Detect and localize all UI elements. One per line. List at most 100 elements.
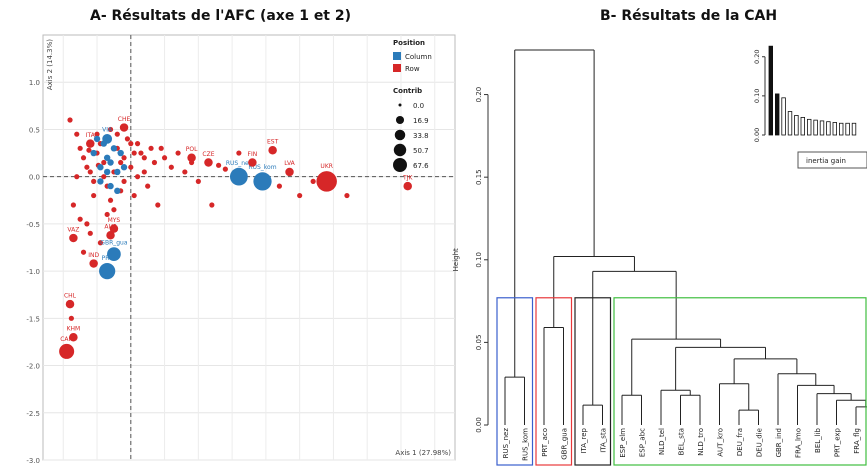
point-label: RUS_kom	[248, 164, 276, 171]
row-point	[344, 192, 350, 199]
legend-size-dot	[395, 115, 405, 125]
row-point	[74, 174, 80, 180]
labeled-point	[229, 167, 248, 186]
row-point	[107, 197, 114, 203]
inset-legend-label: inertia gain	[806, 157, 846, 165]
x-axis-label: Axis 1 (27.98%)	[395, 449, 451, 457]
column-point	[103, 154, 111, 161]
y-tick-label: 0.0	[29, 174, 40, 182]
row-point	[104, 211, 110, 218]
labeled-point	[248, 158, 257, 167]
column-point	[97, 164, 104, 171]
row-point	[216, 162, 222, 168]
row-point	[145, 183, 151, 189]
row-point	[148, 145, 154, 151]
column-point	[120, 164, 128, 171]
inset-bar	[819, 120, 825, 136]
leaf-label: DEU_die	[756, 428, 764, 457]
column-point	[93, 135, 101, 143]
point-label: AUS	[104, 224, 116, 231]
legend-position-title: Position	[393, 39, 425, 47]
point-label: VIA	[102, 126, 113, 133]
y-axis-label: Axis 2 (14.3%)	[46, 39, 54, 90]
legend-size-dot	[393, 158, 407, 172]
row-point	[80, 249, 87, 255]
column-point	[110, 145, 118, 152]
cluster-box	[535, 297, 573, 466]
labeled-point	[109, 224, 119, 233]
row-point	[101, 159, 107, 166]
dendrogram-y-tick-label: 0.05	[475, 335, 483, 351]
row-point	[209, 202, 215, 208]
leaf-label: NLD_tro	[697, 428, 705, 456]
y-tick-label: -0.5	[26, 221, 40, 229]
dendrogram-y-tick-label: 0.15	[475, 169, 483, 185]
point-label: CHL	[64, 292, 77, 299]
labeled-point	[107, 247, 121, 261]
point-label: RUS_nez	[226, 160, 252, 167]
row-point	[182, 169, 188, 175]
inset-bar	[826, 121, 831, 136]
row-point	[101, 174, 107, 180]
column-point	[90, 149, 97, 157]
leaf-label: BEL_sta	[678, 428, 686, 455]
row-point	[131, 150, 137, 156]
row-point	[297, 192, 303, 199]
row-point	[91, 192, 97, 199]
point-label: CZE	[202, 151, 214, 158]
point-label: GBR_gua	[100, 239, 128, 246]
legend-size-label: 16.9	[413, 117, 429, 125]
column-point	[114, 187, 121, 195]
labeled-point	[89, 259, 98, 268]
leaf-label: ITA_sta	[600, 428, 608, 453]
row-point	[74, 131, 80, 137]
labeled-point	[102, 133, 113, 144]
leaf-label: PRT_aco	[541, 428, 549, 457]
labeled-point	[99, 263, 116, 280]
plot-area-a	[42, 34, 456, 461]
leaf-label: RUS_kom	[522, 428, 530, 461]
leaf-label: RUS_nez	[502, 428, 510, 459]
labeled-point	[204, 158, 213, 167]
labeled-point	[316, 171, 337, 192]
point-label: FIN	[248, 151, 258, 158]
point-label: EST	[267, 139, 279, 146]
labeled-point	[285, 167, 294, 177]
row-point	[84, 221, 90, 227]
legend-swatch-row	[393, 64, 401, 72]
row-point	[87, 169, 93, 175]
dendrogram-y-tick-label: 0.00	[475, 417, 483, 433]
row-point	[128, 141, 134, 147]
row-point	[70, 202, 76, 208]
inset-bar	[775, 93, 780, 136]
chart-a-title: A- Résultats de l'AFC (axe 1 et 2)	[90, 8, 352, 24]
labeled-point	[253, 172, 272, 191]
row-point	[80, 155, 87, 161]
column-point	[97, 178, 104, 185]
row-point	[141, 155, 147, 161]
labeled-point	[65, 299, 75, 309]
inset-bar	[839, 122, 844, 136]
leaf-label: FRA_flg	[853, 428, 861, 454]
column-point	[103, 168, 111, 176]
leaf-label: ESP_abc	[639, 428, 647, 457]
inset-y-tick-label: 0.10	[753, 89, 761, 103]
y-tick-label: 0.5	[29, 126, 40, 134]
dendrogram-y-tick-label: 0.10	[475, 252, 483, 268]
leaf-label: GBR_gua	[561, 428, 569, 460]
cluster-box	[613, 297, 867, 466]
row-point	[121, 178, 127, 184]
legend-size-dot	[394, 129, 406, 141]
y-tick-label: -2.0	[26, 363, 40, 371]
legend-size-label: 33.8	[413, 132, 429, 140]
row-point	[87, 230, 93, 236]
column-point	[114, 168, 121, 176]
row-point	[68, 315, 74, 321]
point-label: POL	[186, 146, 198, 153]
row-point	[134, 174, 141, 180]
dendrogram-y-tick-label: 0.20	[475, 87, 483, 103]
inset-legend-box	[797, 151, 867, 169]
column-point	[107, 159, 114, 166]
inset-y-tick-label: 0.00	[753, 128, 761, 142]
